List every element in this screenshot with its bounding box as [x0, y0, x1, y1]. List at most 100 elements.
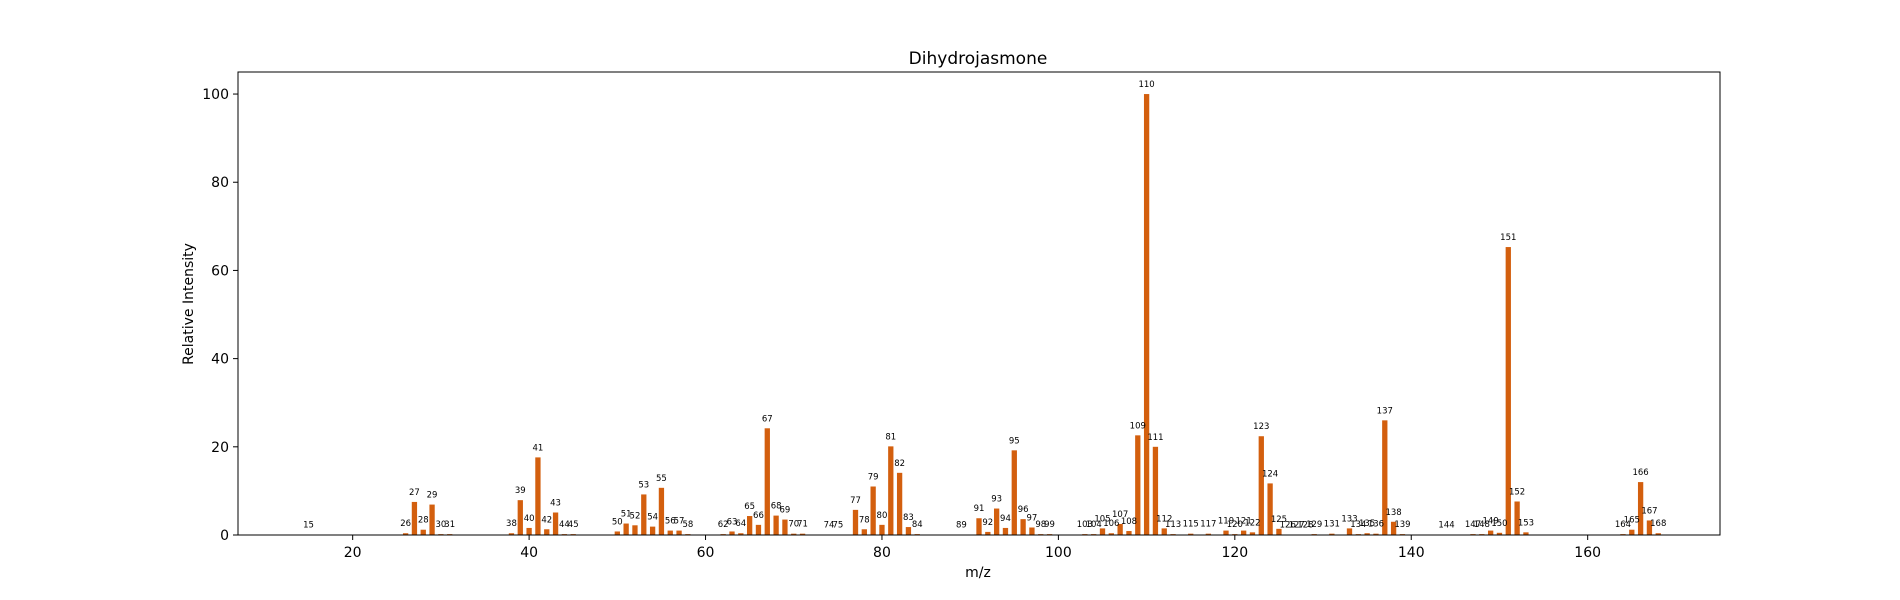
bar-mz-80 [879, 524, 885, 535]
bar-mz-112 [1161, 528, 1167, 535]
peak-label-51: 51 [621, 510, 632, 520]
peak-label-77: 77 [850, 496, 861, 506]
peak-label-29: 29 [427, 491, 438, 501]
bar-mz-108 [1126, 531, 1132, 535]
x-axis: 20 40 60 80 100 120 140 160 [344, 535, 1601, 561]
bar-mz-92 [985, 531, 991, 535]
bar-mz-137 [1382, 420, 1388, 535]
x-tick-label: 20 [344, 545, 362, 561]
peak-label-136: 136 [1368, 520, 1384, 530]
bar-mz-69 [782, 519, 788, 535]
bar-mz-81 [888, 446, 894, 535]
peak-label-117: 117 [1200, 520, 1216, 530]
bar-mz-71 [799, 533, 806, 535]
peak-label-41: 41 [533, 443, 544, 453]
bar-mz-66 [755, 524, 762, 535]
bar-mz-77 [852, 509, 859, 535]
bar-mz-105 [1099, 528, 1106, 535]
y-tick-label: 20 [211, 440, 229, 456]
bar-mz-38 [508, 533, 515, 535]
peak-label-54: 54 [647, 513, 658, 523]
peak-label-81: 81 [885, 432, 896, 442]
peak-label-115: 115 [1183, 520, 1199, 530]
x-tick-label: 140 [1398, 545, 1425, 561]
peak-label-43: 43 [550, 499, 561, 509]
peak-label-109: 109 [1130, 421, 1146, 431]
peak-label-153: 153 [1518, 518, 1534, 528]
peak-label-67: 67 [762, 414, 773, 424]
y-axis-label: Relative Intensity [181, 243, 197, 365]
bar-mz-29 [429, 504, 435, 535]
peak-label-166: 166 [1632, 468, 1648, 478]
peak-label-66: 66 [753, 511, 764, 521]
bar-mz-55 [658, 487, 665, 535]
bar-mz-131 [1329, 533, 1335, 535]
peak-label-96: 96 [1018, 505, 1029, 515]
bar-mz-42 [544, 529, 550, 535]
y-tick-label: 100 [202, 87, 229, 103]
bar-mz-133 [1346, 528, 1353, 535]
peak-label-82: 82 [894, 459, 905, 469]
peak-label-110: 110 [1138, 80, 1154, 90]
peak-label-149: 149 [1483, 517, 1499, 527]
peak-label-150: 150 [1491, 519, 1507, 529]
x-tick-label: 100 [1045, 545, 1072, 561]
peak-label-65: 65 [744, 502, 755, 512]
bar-mz-56 [667, 530, 673, 535]
bar-mz-107 [1117, 523, 1123, 535]
peak-label-139: 139 [1394, 520, 1410, 530]
peak-label-129: 129 [1306, 520, 1322, 530]
peak-label-52: 52 [630, 511, 641, 521]
bar-mz-64 [738, 533, 744, 535]
bar-mz-79 [870, 486, 876, 535]
bar-mz-121 [1240, 530, 1247, 535]
peak-label-138: 138 [1385, 508, 1401, 518]
peak-label-70: 70 [788, 520, 799, 530]
peak-label-89: 89 [956, 521, 967, 531]
bar-mz-95 [1011, 450, 1017, 535]
bar-mz-70 [791, 533, 797, 535]
peak-label-167: 167 [1641, 506, 1657, 516]
peak-label-69: 69 [780, 506, 791, 516]
peak-label-134: 134 [1350, 520, 1366, 530]
peak-label-113: 113 [1165, 520, 1181, 530]
peak-label-62: 62 [718, 520, 729, 530]
bar-mz-97 [1029, 527, 1035, 535]
peak-label-44: 44 [559, 520, 570, 530]
bar-mz-40 [526, 527, 532, 535]
peak-label-152: 152 [1509, 487, 1525, 497]
bar-mz-63 [729, 531, 735, 535]
bar-mz-167 [1646, 520, 1653, 535]
y-tick-label: 0 [220, 528, 229, 544]
peak-label-63: 63 [727, 517, 738, 527]
bar-mz-123 [1258, 436, 1264, 535]
bar-mz-138 [1390, 521, 1397, 535]
bar-mz-65 [746, 516, 753, 535]
bar-mz-82 [896, 472, 903, 535]
plot-frame [237, 71, 1721, 536]
bar-mz-93 [993, 508, 1000, 535]
bar-mz-135 [1364, 533, 1370, 535]
bar-mz-68 [773, 515, 779, 535]
peak-label-108: 108 [1121, 517, 1137, 527]
peak-label-30: 30 [435, 520, 446, 530]
y-tick-label: 60 [211, 263, 229, 279]
peak-label-120: 120 [1227, 520, 1243, 530]
peak-label-98: 98 [1035, 520, 1046, 530]
peak-label-56: 56 [665, 517, 676, 527]
bar-mz-52 [632, 525, 638, 535]
peak-label-39: 39 [515, 486, 526, 496]
bar-mz-124 [1267, 483, 1273, 535]
x-tick-label: 120 [1221, 545, 1248, 561]
peak-label-99: 99 [1044, 520, 1055, 530]
bar-mz-109 [1135, 435, 1141, 535]
peak-label-26: 26 [400, 519, 411, 529]
peak-label-148: 148 [1474, 520, 1490, 530]
bar-mz-27 [411, 501, 418, 535]
peak-label-144: 144 [1438, 521, 1454, 531]
peak-label-38: 38 [506, 519, 517, 529]
peak-label-55: 55 [656, 474, 667, 484]
bar-mz-149 [1487, 530, 1494, 535]
peak-label-127: 127 [1288, 521, 1304, 531]
peak-label-106: 106 [1103, 519, 1119, 529]
